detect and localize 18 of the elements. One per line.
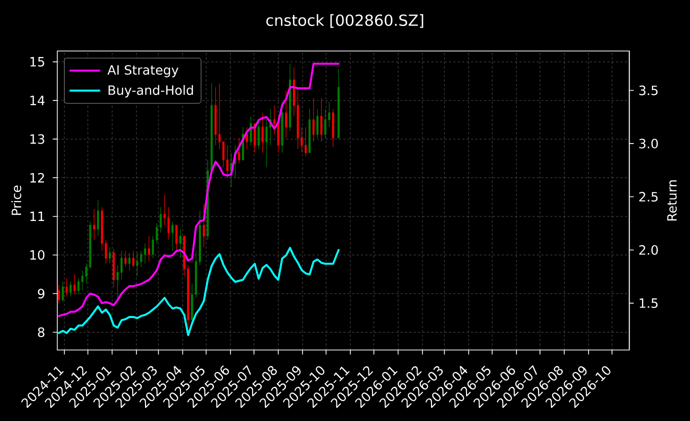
y-tick-label: 15 <box>30 57 44 67</box>
y2-tick-label: 2.5 <box>639 192 658 202</box>
y2-tick-label: 3.0 <box>639 138 658 148</box>
y-tick-label: 10 <box>30 250 44 260</box>
y-tick-label: 12 <box>30 172 44 182</box>
y2-tick-label: 1.5 <box>640 298 658 308</box>
chart-title: cnstock [002860.SZ] <box>266 14 424 28</box>
y-tick-label: 13 <box>30 134 44 144</box>
y-tick-label: 11 <box>30 212 44 222</box>
y-axis-title: Price <box>11 186 22 215</box>
y-tick-label: 9 <box>38 288 44 298</box>
y2-tick-label: 2.0 <box>639 245 658 255</box>
y2-axis-title: Return <box>667 180 677 220</box>
y-tick-label: 8 <box>38 327 44 338</box>
y-tick-label: 14 <box>30 96 45 106</box>
legend-label: Buy-and-Hold <box>108 85 193 98</box>
legend-label: AI Strategy <box>107 65 178 78</box>
y2-tick-label: 3.5 <box>639 86 658 96</box>
